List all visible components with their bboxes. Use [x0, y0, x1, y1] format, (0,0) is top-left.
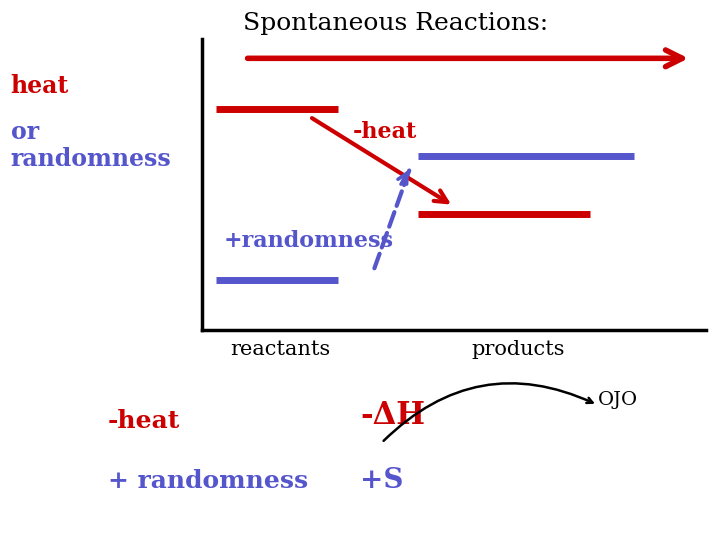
- Text: -heat: -heat: [108, 409, 180, 433]
- Text: + randomness: + randomness: [108, 469, 308, 492]
- Text: or: or: [11, 120, 39, 144]
- Text: products: products: [472, 340, 565, 360]
- Text: +S: +S: [360, 467, 403, 494]
- Text: +randomness: +randomness: [223, 230, 393, 252]
- Text: -ΔH: -ΔH: [360, 400, 425, 431]
- Text: OJO: OJO: [598, 390, 638, 409]
- Text: reactants: reactants: [230, 340, 331, 360]
- Text: -heat: -heat: [353, 121, 417, 143]
- Text: randomness: randomness: [11, 147, 171, 171]
- Text: Spontaneous Reactions:: Spontaneous Reactions:: [243, 12, 549, 35]
- Text: heat: heat: [11, 73, 69, 98]
